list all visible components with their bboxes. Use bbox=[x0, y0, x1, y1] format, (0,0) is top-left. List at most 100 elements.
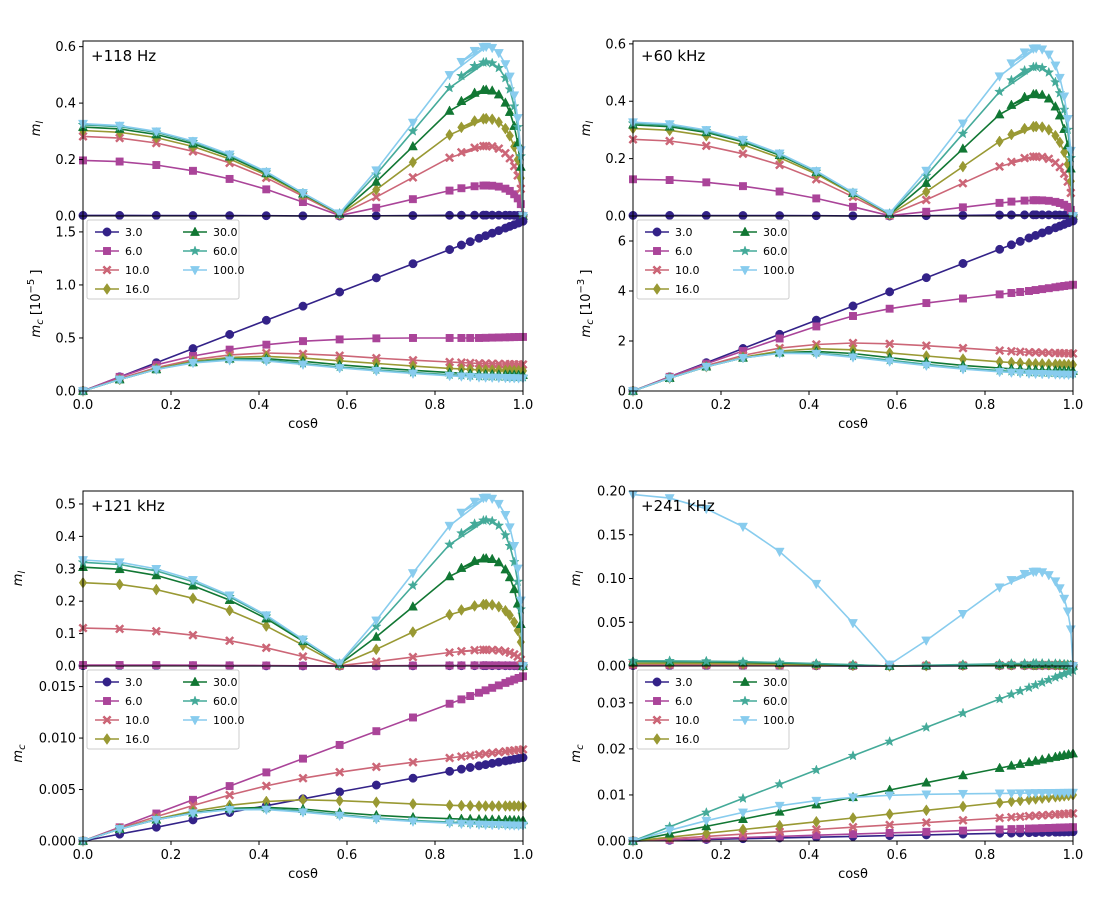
xtick-label: 0.0 bbox=[73, 398, 94, 413]
bottom-point-100.0 bbox=[407, 817, 419, 827]
bottom-point-3.0 bbox=[445, 766, 455, 776]
top-point-60.0 bbox=[407, 125, 419, 136]
xtick-label: 0.0 bbox=[623, 398, 644, 413]
top-point-100.0 bbox=[261, 167, 272, 178]
top-point-100.0 bbox=[456, 508, 467, 519]
bottom-point-6.0 bbox=[1007, 289, 1016, 297]
bottom-point-3.0 bbox=[958, 259, 968, 268]
top-point-16.0 bbox=[470, 115, 479, 127]
top-point-6.0 bbox=[1038, 196, 1047, 205]
top-point-6.0 bbox=[189, 166, 197, 175]
bottom-point-100.0 bbox=[371, 815, 382, 825]
bottom-point-100.0 bbox=[811, 349, 822, 360]
bottom-ytick-label: 0.005 bbox=[39, 783, 76, 798]
top-point-16.0 bbox=[457, 604, 466, 616]
top-point-100.0 bbox=[1062, 607, 1073, 617]
legend-label: 3.0 bbox=[675, 676, 693, 689]
top-point-100.0 bbox=[737, 135, 748, 146]
bottom-point-10.0 bbox=[1015, 812, 1025, 822]
top-series-16.0 bbox=[78, 576, 528, 672]
legend: 3.0 6.0 10.0 16.0 30.0 60.0 100.0 bbox=[636, 669, 795, 750]
bottom-point-100.0 bbox=[1030, 789, 1041, 799]
top-point-100.0 bbox=[493, 499, 504, 510]
top-point-60.0 bbox=[847, 658, 859, 670]
top-point-10.0 bbox=[151, 626, 161, 636]
bottom-point-6.0 bbox=[1025, 287, 1033, 295]
xtick-label: 0.6 bbox=[887, 848, 908, 863]
top-point-60.0 bbox=[1019, 64, 1031, 76]
bottom-point-100.0 bbox=[847, 793, 859, 803]
legend-label: 60.0 bbox=[763, 695, 788, 708]
bottom-point-3.0 bbox=[261, 315, 271, 325]
legend-label: 60.0 bbox=[763, 245, 788, 258]
legend-entry-30.0: 30.0 bbox=[183, 226, 238, 239]
top-point-30.0 bbox=[487, 553, 498, 563]
bottom-point-30.0 bbox=[994, 762, 1005, 772]
bottom-point-100.0 bbox=[1037, 370, 1048, 380]
bottom-frame bbox=[632, 665, 1074, 842]
top-point-60.0 bbox=[477, 514, 489, 526]
bottom-point-6.0 bbox=[262, 768, 271, 777]
bottom-point-10.0 bbox=[444, 357, 455, 367]
top-point-100.0 bbox=[500, 60, 511, 70]
bottom-point-6.0 bbox=[1031, 286, 1040, 295]
bottom-point-100.0 bbox=[1006, 789, 1017, 799]
bottom-point-16.0 bbox=[372, 796, 381, 809]
top-series-3.0 bbox=[628, 210, 1078, 221]
legend-marker bbox=[652, 265, 662, 275]
top-point-100.0 bbox=[487, 494, 498, 505]
bottom-point-10.0 bbox=[1015, 347, 1025, 357]
top-series-100.0 bbox=[627, 44, 1079, 222]
top-point-3.0 bbox=[1020, 210, 1030, 220]
bottom-point-60.0 bbox=[957, 707, 969, 718]
top-point-30.0 bbox=[994, 108, 1005, 119]
legend-label: 100.0 bbox=[763, 714, 795, 727]
legend-marker bbox=[652, 733, 662, 745]
top-point-30.0 bbox=[371, 631, 382, 641]
bottom-point-100.0 bbox=[1023, 369, 1035, 380]
xtick-label: 0.4 bbox=[249, 398, 270, 413]
top-point-30.0 bbox=[500, 97, 511, 107]
legend-label: 3.0 bbox=[125, 226, 143, 239]
top-point-10.0 bbox=[1019, 153, 1030, 163]
bottom-point-6.0 bbox=[335, 335, 344, 344]
panel-4: 0.00 0.05 0.10 0.15 0.20 ml 0.00 0.01 0.02 0.03 mc… bbox=[569, 485, 1083, 883]
bottom-point-6.0 bbox=[1044, 823, 1053, 832]
legend-entry-16.0: 16.0 bbox=[95, 283, 150, 296]
legend-label: 10.0 bbox=[675, 264, 700, 277]
bottom-point-6.0 bbox=[457, 695, 466, 704]
bottom-point-100.0 bbox=[480, 820, 491, 831]
top-point-60.0 bbox=[486, 57, 498, 68]
bottom-point-6.0 bbox=[494, 681, 503, 690]
bottom-point-60.0 bbox=[737, 792, 749, 804]
bottom-axes: 0 2 4 6 mc [10−3 ] bbox=[576, 215, 1079, 400]
bottom-point-100.0 bbox=[371, 366, 382, 377]
bottom-point-60.0 bbox=[1005, 688, 1017, 700]
top-point-16.0 bbox=[488, 598, 497, 611]
top-point-60.0 bbox=[469, 60, 481, 71]
bottom-point-100.0 bbox=[187, 809, 199, 819]
bottom-point-16.0 bbox=[1007, 795, 1016, 808]
legend-entry-100.0: 100.0 bbox=[183, 264, 245, 277]
bottom-point-60.0 bbox=[1036, 676, 1048, 688]
top-point-16.0 bbox=[995, 135, 1004, 148]
bottom-point-6.0 bbox=[812, 831, 821, 840]
bottom-axes: 0.00 0.01 0.02 0.03 mc bbox=[569, 664, 1079, 850]
top-ytick-label: 0.2 bbox=[55, 153, 76, 168]
top-point-100.0 bbox=[884, 660, 895, 670]
top-point-6.0 bbox=[665, 176, 674, 184]
bottom-point-16.0 bbox=[958, 800, 968, 813]
top-point-16.0 bbox=[479, 598, 488, 611]
legend-label: 3.0 bbox=[125, 676, 143, 689]
bottom-point-6.0 bbox=[494, 333, 503, 342]
bottom-point-6.0 bbox=[372, 727, 381, 736]
bottom-point-6.0 bbox=[475, 334, 483, 342]
top-axes: 0.0 0.1 0.2 0.3 0.4 0.5 ml bbox=[11, 490, 529, 675]
top-point-10.0 bbox=[298, 651, 308, 662]
top-ytick-label: 0.0 bbox=[55, 660, 76, 675]
bottom-point-6.0 bbox=[409, 713, 417, 722]
top-point-60.0 bbox=[493, 62, 505, 73]
bottom-point-16.0 bbox=[335, 794, 344, 807]
legend-marker bbox=[652, 227, 662, 237]
